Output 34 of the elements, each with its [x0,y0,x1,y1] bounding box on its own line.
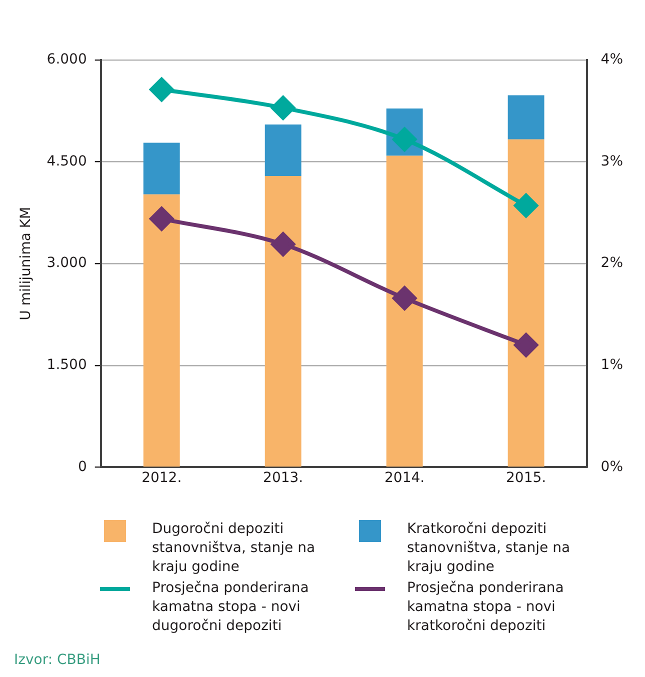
y2-tick-label: 2% [600,255,624,272]
x-tick-label: 2015. [506,470,546,486]
bar [386,156,423,467]
y2-tick-label: 1% [600,357,624,374]
point [514,194,538,218]
y-tick-label: 6.000 [46,52,87,68]
point [271,96,296,120]
legend-label: Dugoročni depoziti stanovništva, stanje na kraju godine [152,520,316,577]
x-tick-label: 2014. [384,470,425,486]
bar [264,176,302,467]
x-tick-label: 2013. [263,470,304,486]
y-axis-title: U milijunima KM [18,206,34,320]
y2-tick-label: 0% [600,458,624,475]
point [514,333,538,358]
y-tick-label: 4.500 [46,153,87,170]
y-tick-label: 1.500 [46,357,87,374]
point [392,286,417,310]
y2-tick-label: 3% [600,153,624,170]
point [150,78,174,102]
legend-label: Kratkoročni depoziti stanovništva, stanje na kraju godine [407,520,572,577]
bar [143,194,180,467]
point [271,232,296,256]
point [150,206,174,231]
y-tick-label: 0 [78,458,87,475]
y-tick-label: 3.000 [46,255,87,272]
x-tick-label: 2012. [142,470,182,486]
bar [264,124,302,176]
text: Izvor: CBBiH [14,652,100,668]
bar [143,142,180,194]
legend-label: Prosječna ponderirana kamatna stopa - novi dugoročni depoziti [152,579,310,636]
y2-tick-label: 4% [600,52,624,68]
bar [508,95,544,140]
bar [508,139,544,467]
legend-label: Prosječna ponderirana kamatna stopa - novi kratkoročni depoziti [407,579,565,636]
